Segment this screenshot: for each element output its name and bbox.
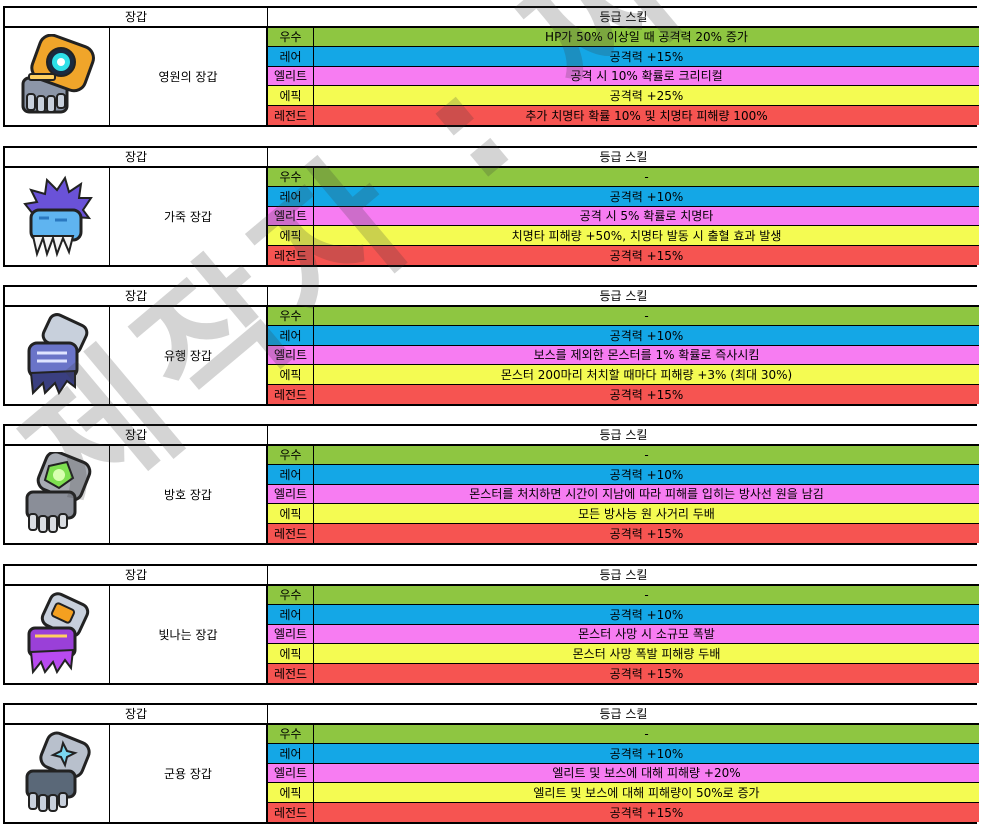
trendy-glove-icon (27, 313, 89, 396)
skill-epic: 치명타 피해량 +50%, 치명타 발동 시 출혈 효과 발생 (314, 226, 979, 246)
skill-header: 등급 스킬 (268, 566, 979, 586)
glove-table: 장갑 등급 스킬 영원의 장갑 우수 HP가 50% 이상일 때 공격력 20%… (3, 6, 979, 127)
glove-table: 장갑 등급 스킬 가죽 장갑 우수 - 레어 공격력 +10% 엘리트 공격 시… (3, 146, 979, 267)
grade-elite: 엘리트 (268, 484, 314, 504)
glove-table: 장갑 등급 스킬 군용 장갑 우수 - 레어 공격력 +10% 엘리트 엘리트 … (3, 703, 979, 824)
skill-header: 등급 스킬 (268, 148, 979, 168)
skill-uncommon: - (314, 585, 979, 605)
grade-epic: 에픽 (268, 644, 314, 664)
item-name: 유행 장갑 (110, 306, 268, 404)
skill-uncommon: - (314, 445, 979, 465)
skill-legend: 공격력 +15% (314, 802, 979, 822)
grade-legend: 레전드 (268, 105, 314, 125)
item-name: 가죽 장갑 (110, 167, 268, 265)
skill-epic: 몬스터 사망 폭발 피해량 두배 (314, 644, 979, 664)
radiation-gauntlet-icon (25, 452, 92, 534)
skill-legend: 공격력 +15% (314, 245, 979, 265)
item-name: 빛나는 장갑 (110, 585, 268, 683)
grade-uncommon: 우수 (268, 445, 314, 465)
skill-rare: 공격력 +10% (314, 744, 979, 764)
skill-legend: 공격력 +15% (314, 523, 979, 543)
skill-legend: 공격력 +15% (314, 663, 979, 683)
grade-elite: 엘리트 (268, 206, 314, 226)
grade-uncommon: 우수 (268, 724, 314, 744)
fur-glove-icon (23, 175, 93, 258)
grade-uncommon: 우수 (268, 27, 314, 47)
grade-elite: 엘리트 (268, 624, 314, 644)
skill-epic: 공격력 +25% (314, 86, 979, 106)
grade-epic: 에픽 (268, 504, 314, 524)
grade-rare: 레어 (268, 187, 314, 207)
skill-epic: 모든 방사능 원 사거리 두배 (314, 504, 979, 524)
grade-elite: 엘리트 (268, 763, 314, 783)
item-name: 영원의 장갑 (110, 27, 268, 125)
skill-epic: 엘리트 및 보스에 대해 피해량이 50%로 증가 (314, 783, 979, 803)
grade-elite: 엘리트 (268, 345, 314, 365)
skill-elite: 공격 시 5% 확률로 치명타 (314, 206, 979, 226)
skill-rare: 공격력 +10% (314, 605, 979, 625)
skill-elite: 몬스터를 처치하면 시간이 지남에 따라 피해를 입히는 방사선 원을 남김 (314, 484, 979, 504)
grade-epic: 에픽 (268, 783, 314, 803)
grade-epic: 에픽 (268, 365, 314, 385)
skill-header: 등급 스킬 (268, 8, 979, 28)
item-header: 장갑 (5, 426, 268, 446)
skill-legend: 추가 치명타 확률 10% 및 치명타 피해량 100% (314, 105, 979, 125)
item-header: 장갑 (5, 148, 268, 168)
grade-rare: 레어 (268, 605, 314, 625)
glove-table: 장갑 등급 스킬 방호 장갑 우수 - 레어 공격력 +10% 엘리트 몬스터를… (3, 424, 979, 545)
item-header: 장갑 (5, 287, 268, 307)
skill-rare: 공격력 +15% (314, 47, 979, 67)
skill-rare: 공격력 +10% (314, 465, 979, 485)
skill-elite: 엘리트 및 보스에 대해 피해량 +20% (314, 763, 979, 783)
item-header: 장갑 (5, 566, 268, 586)
grade-epic: 에픽 (268, 86, 314, 106)
golden-gauntlet-icon (21, 34, 95, 114)
glowing-glove-icon (27, 592, 90, 675)
skill-rare: 공격력 +10% (314, 326, 979, 346)
grade-legend: 레전드 (268, 245, 314, 265)
grade-legend: 레전드 (268, 523, 314, 543)
skill-uncommon: - (314, 724, 979, 744)
item-header: 장갑 (5, 8, 268, 28)
grade-uncommon: 우수 (268, 167, 314, 187)
skill-uncommon: HP가 50% 이상일 때 공격력 20% 증가 (314, 27, 979, 47)
item-name: 군용 장갑 (110, 724, 268, 822)
skill-rare: 공격력 +10% (314, 187, 979, 207)
grade-elite: 엘리트 (268, 66, 314, 86)
grade-uncommon: 우수 (268, 306, 314, 326)
glove-table: 장갑 등급 스킬 유행 장갑 우수 - 레어 공격력 +10% 엘리트 보스를 … (3, 285, 979, 406)
grade-rare: 레어 (268, 465, 314, 485)
military-glove-icon (25, 731, 91, 813)
grade-rare: 레어 (268, 47, 314, 67)
skill-header: 등급 스킬 (268, 705, 979, 725)
skill-header: 등급 스킬 (268, 287, 979, 307)
grade-rare: 레어 (268, 326, 314, 346)
grade-legend: 레전드 (268, 802, 314, 822)
grade-epic: 에픽 (268, 226, 314, 246)
item-name: 방호 장갑 (110, 445, 268, 543)
skill-elite: 보스를 제외한 몬스터를 1% 확률로 즉사시킴 (314, 345, 979, 365)
glove-table: 장갑 등급 스킬 빛나는 장갑 우수 - 레어 공격력 +10% 엘리트 몬스터… (3, 564, 979, 685)
grade-uncommon: 우수 (268, 585, 314, 605)
skill-elite: 공격 시 10% 확률로 크리티컬 (314, 66, 979, 86)
grade-rare: 레어 (268, 744, 314, 764)
skill-uncommon: - (314, 306, 979, 326)
skill-legend: 공격력 +15% (314, 384, 979, 404)
skill-header: 등급 스킬 (268, 426, 979, 446)
grade-legend: 레전드 (268, 384, 314, 404)
skill-uncommon: - (314, 167, 979, 187)
skill-epic: 몬스터 200마리 처치할 때마다 피해량 +3% (최대 30%) (314, 365, 979, 385)
grade-legend: 레전드 (268, 663, 314, 683)
item-header: 장갑 (5, 705, 268, 725)
skill-elite: 몬스터 사망 시 소규모 폭발 (314, 624, 979, 644)
